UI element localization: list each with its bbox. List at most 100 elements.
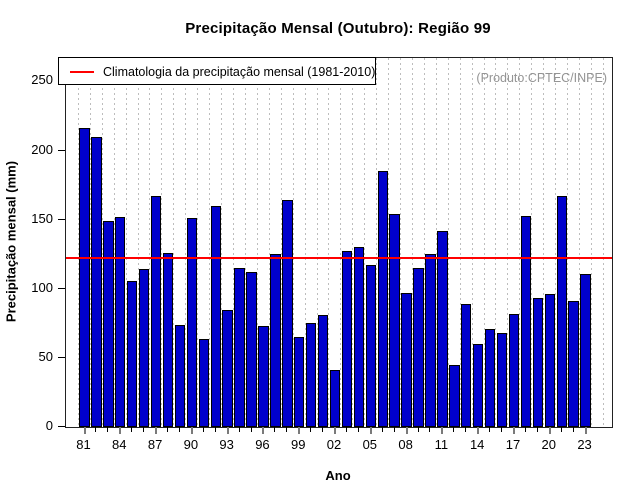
plot-area [65,57,613,428]
gridline [423,58,425,427]
bar-86 [138,269,150,427]
gridline [161,58,163,427]
bar-05 [365,265,376,427]
legend-climatology-line-swatch [70,71,94,73]
gridline [125,58,127,427]
x-axis-tick-label: 20 [541,437,556,452]
gridline [137,58,139,427]
gridline [113,58,115,427]
x-axis-tick [501,427,503,432]
gridline [590,58,592,427]
gridline [531,58,533,427]
y-axis-tick [58,426,65,427]
x-axis-tick-label: 23 [577,437,592,452]
bar-98 [282,200,293,427]
bar-06 [377,171,388,427]
x-axis-tick [143,427,145,432]
x-axis-tick-label: 11 [434,437,449,452]
gridline [89,58,91,427]
x-axis-tick [298,427,301,434]
gridline [149,58,151,427]
x-axis-tick-label: 17 [505,437,521,452]
y-axis-tick-label: 100 [31,279,53,295]
gridline [507,58,509,427]
x-axis-tick [572,427,574,432]
y-axis-tick [58,356,65,358]
bar-91 [198,339,209,427]
gridline [555,58,557,427]
x-axis-tick [441,427,444,434]
gridline [268,58,270,427]
x-axis-tick [95,427,97,432]
x-axis-tick [286,427,288,432]
x-axis-tick-label: 14 [469,437,485,452]
bar-82 [91,137,102,427]
gridline [328,58,330,427]
gridline [459,58,461,427]
x-axis-tick [226,427,229,434]
legend-label: Climatologia da precipitação mensal (198… [103,65,376,79]
bar-12 [449,365,460,427]
gridline [209,58,211,427]
y-axis-title: Precipitação mensal (mm) [3,160,19,323]
bar-07 [389,214,400,427]
bar-04 [353,247,365,427]
climatology-line [66,256,612,259]
bar-14 [472,344,484,427]
gridline [376,58,378,427]
y-axis-tick-label: 250 [31,72,53,88]
gridline [232,58,234,427]
x-axis-tick [357,427,359,432]
x-axis-tick-label: 08 [398,437,413,452]
x-axis-tick [83,427,86,434]
gridline [400,58,401,427]
x-axis-tick [119,427,122,434]
bar-19 [532,298,544,427]
bar-99 [294,337,305,427]
x-axis-tick [190,427,193,434]
x-axis-tick-label: 05 [362,437,378,452]
x-axis-tick [453,427,455,432]
product-watermark: (Produto:CPTEC/INPE) [476,71,607,85]
gridline [340,58,342,427]
x-axis-tick [393,427,395,432]
x-axis-tick [429,427,431,432]
x-axis-title: Ano [325,468,351,483]
y-axis-tick [58,149,65,151]
bar-10 [425,254,436,427]
bar-23 [580,274,591,427]
gridline [471,58,473,427]
gridline [388,58,390,427]
x-axis-tick [405,427,408,434]
chart-title: Precipitação Mensal (Outubro): Região 99 [185,20,491,37]
x-axis-tick [202,427,204,432]
gridline [77,58,79,427]
x-axis-tick [560,427,562,432]
y-axis-tick-label: 0 [45,418,53,433]
gridline [495,58,497,427]
gridline [519,58,521,427]
x-axis-tick [584,427,587,434]
gridline [244,58,246,427]
bar-08 [401,293,412,427]
y-axis-tick-label: 150 [31,210,53,226]
gridline [543,58,545,427]
bar-02 [329,370,341,427]
gridline [292,58,294,427]
gridline [447,58,449,427]
bar-93 [222,310,233,427]
bar-03 [341,251,353,427]
gridline [352,58,354,427]
gridline [567,58,569,427]
y-axis-tick-label: 50 [38,348,53,364]
x-axis-tick-label: 02 [326,437,342,452]
gridline [435,58,437,427]
bar-87 [150,196,162,427]
x-axis-tick [524,427,526,432]
x-axis-tick [155,427,158,434]
bar-96 [258,326,269,427]
bar-16 [496,333,508,427]
gridline [173,58,175,427]
gridline [578,58,580,427]
